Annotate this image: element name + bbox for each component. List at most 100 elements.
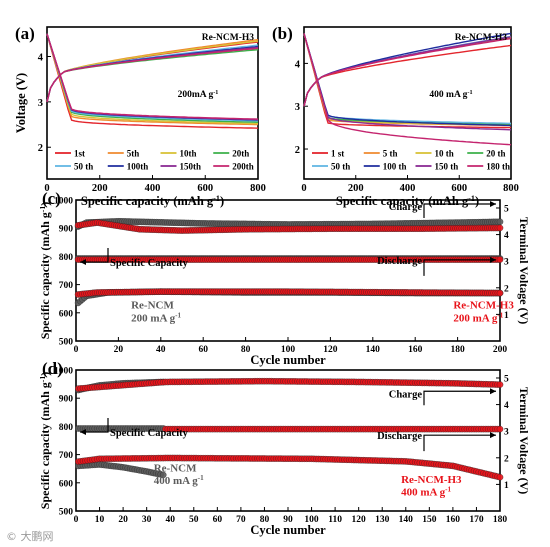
x-tick-label: 140 xyxy=(366,345,381,355)
data-point xyxy=(496,256,504,263)
y2-tick-label: 1 xyxy=(504,311,509,321)
charge-curve-7 xyxy=(303,37,512,107)
x-tick-label: 10 xyxy=(95,515,105,525)
y-tick-label: 2 xyxy=(295,145,300,156)
discharge-curve-7 xyxy=(46,33,259,120)
x-tick-label: 100 xyxy=(304,515,319,525)
discharge-arrow xyxy=(423,434,496,452)
x-tick-label: 70 xyxy=(236,515,246,525)
current-label: 400 mA g-1 xyxy=(429,90,472,100)
panel-b: 0 200 400 600 800 2 3 4 1 st 5 th 10 th 20 th 50 th 1… xyxy=(272,24,519,194)
y-tick-label: 4 xyxy=(38,52,44,63)
discharge-curve-3 xyxy=(303,33,512,125)
discharge-curve-1 xyxy=(46,33,259,126)
x-tick-label: 140 xyxy=(399,515,414,525)
discharge-curve-0 xyxy=(303,33,511,129)
y-tick-label: 3 xyxy=(38,98,43,109)
material-label: Re-NCM-H3 xyxy=(455,33,507,43)
y2-tick-label: 2 xyxy=(504,454,509,464)
data-point xyxy=(496,218,504,226)
discharge-curve-4 xyxy=(303,33,511,124)
x-tick-label: 600 xyxy=(451,183,467,194)
y2-tick-label: 5 xyxy=(504,374,509,384)
x-tick-label: 0 xyxy=(74,515,79,525)
x-tick-label: 0 xyxy=(44,183,49,194)
x-tick-label: 800 xyxy=(250,183,266,194)
legend-label: 5th xyxy=(127,149,140,159)
y2-tick-label: 5 xyxy=(504,204,509,214)
legend-label: 50 th xyxy=(74,162,93,172)
discharge-arrowhead xyxy=(490,432,496,439)
y-axis-label: Specific capacity (mAh g-1) xyxy=(38,202,53,339)
x-tick-label: 80 xyxy=(260,515,270,525)
y2-tick-label: 3 xyxy=(504,428,509,438)
charge-arrow xyxy=(423,390,496,406)
discharge-curve-6 xyxy=(303,33,512,131)
legend-label: 10th xyxy=(180,149,197,159)
discharge-curve-2 xyxy=(46,33,258,125)
data-point xyxy=(496,473,504,481)
x-tick-label: 200 xyxy=(348,183,364,194)
ref-material-label: Re-NCM xyxy=(131,300,174,312)
y-tick-label: 900 xyxy=(59,395,74,405)
discharge-arrowhead xyxy=(490,256,496,263)
discharge-arrow xyxy=(423,259,496,276)
y-tick-label: 600 xyxy=(59,309,74,319)
charge-curve-6 xyxy=(303,36,512,107)
charge-arrow xyxy=(423,203,496,218)
y-axis-label: Voltage (V) xyxy=(14,73,28,133)
x-tick-label: 60 xyxy=(213,515,223,525)
capacity-arrowhead xyxy=(80,429,86,436)
x-tick-label: 90 xyxy=(283,515,293,525)
x-tick-label: 20 xyxy=(114,345,124,355)
y2-tick-label: 2 xyxy=(504,284,509,294)
y-tick-label: 800 xyxy=(59,253,74,263)
specific-capacity-annotation: Specific Capacity xyxy=(110,258,189,269)
legend-label: 200th xyxy=(232,162,254,172)
x-tick-label: 20 xyxy=(118,515,128,525)
y-tick-label: 800 xyxy=(59,423,74,433)
y2-axis-label: Terminal Voltage (V) xyxy=(517,217,531,325)
x-tick-label: 0 xyxy=(301,183,306,194)
legend-label: 1st xyxy=(74,149,85,159)
panel-label: (b) xyxy=(272,24,293,43)
x-tick-label: 400 xyxy=(145,183,161,194)
x-axis-label: Specific capacity (mAh g-1) xyxy=(81,194,224,209)
panel-d: 0 10 20 30 40 50 60 70 80 90 100 110 120 130 140 150 160… xyxy=(42,359,531,537)
capacity-arrow xyxy=(80,248,109,263)
charge-curve-7 xyxy=(46,47,259,103)
discharge-curve-1 xyxy=(303,33,512,127)
discharge-curve-7 xyxy=(303,33,512,146)
panel-label: (d) xyxy=(42,359,63,378)
x-tick-label: 110 xyxy=(328,515,342,525)
x-tick-label: 180 xyxy=(450,345,465,355)
discharge-annotation: Discharge xyxy=(377,431,422,442)
x-tick-label: 180 xyxy=(493,515,508,525)
charge-curve-5 xyxy=(303,32,512,107)
x-tick-label: 40 xyxy=(165,515,175,525)
x-tick-label: 200 xyxy=(493,345,508,355)
capacity-arrowhead xyxy=(80,259,86,266)
ref-current-label: 200 mA g-1 xyxy=(131,311,181,324)
y-tick-label: 4 xyxy=(295,59,301,70)
x-tick-label: 40 xyxy=(156,345,166,355)
x-tick-label: 0 xyxy=(74,345,79,355)
y-tick-label: 3 xyxy=(295,102,300,113)
y-tick-label: 500 xyxy=(59,338,74,348)
specific-capacity-annotation: Specific Capacity xyxy=(110,428,189,439)
data-point xyxy=(496,425,504,433)
discharge-curve-3 xyxy=(46,33,259,123)
y2-tick-label: 4 xyxy=(504,231,509,241)
current-label: 200mA g-1 xyxy=(178,90,219,100)
legend-label: 5 th xyxy=(383,149,398,159)
panel-c: 0 20 40 60 80 100 120 140 160 180 200 500 600 700 800 9… xyxy=(42,189,531,367)
h3-current-label: 400 mA g-1 xyxy=(401,485,451,498)
charge-annotation: Charge xyxy=(389,202,423,213)
data-point xyxy=(496,381,504,388)
data-point xyxy=(496,289,504,297)
x-tick-label: 600 xyxy=(197,183,213,194)
legend-label: 100th xyxy=(127,162,149,172)
charge-curve-2 xyxy=(46,40,259,103)
x-tick-label: 100 xyxy=(281,345,296,355)
